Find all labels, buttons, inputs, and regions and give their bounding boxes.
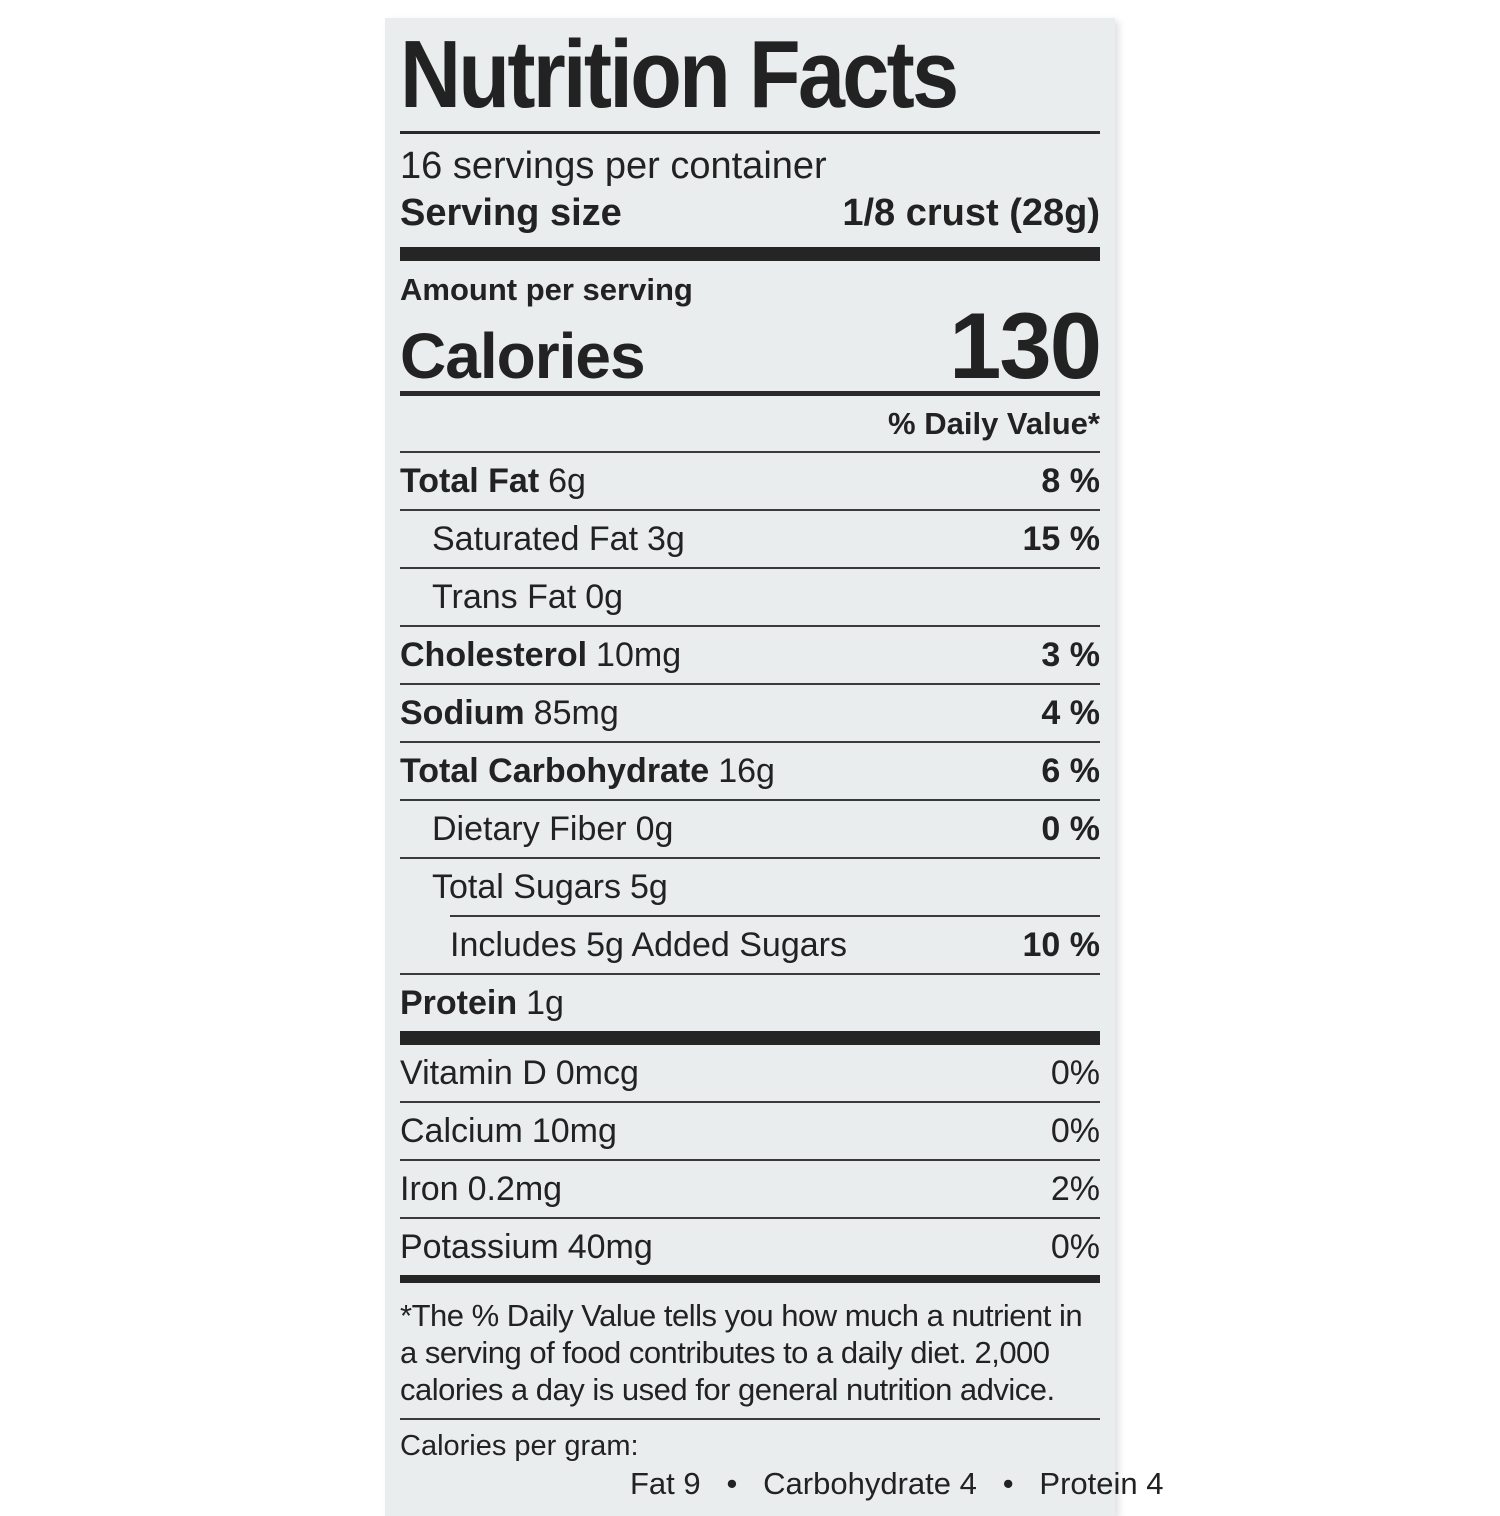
calories-per-gram-label: Calories per gram: [400, 1430, 639, 1462]
nutrient-amount: 10mg [596, 636, 682, 674]
vitamin-amount: 10mg [531, 1112, 617, 1150]
vitamin-amount: 0mcg [555, 1054, 639, 1092]
nutrient-name: Sodium [400, 694, 525, 732]
calories-divider [400, 391, 1100, 396]
vitamin-dv: 0% [1050, 1054, 1100, 1092]
thick-separator-top [400, 247, 1100, 261]
nutrient-row-protein: Protein 1g [400, 973, 1100, 1031]
vitamin-row-iron: Iron 0.2mg 2% [400, 1159, 1100, 1217]
thick-separator-vitamins [400, 1031, 1100, 1045]
nutrient-row-sodium: Sodium 85mg 4 % [400, 683, 1100, 741]
nutrient-dv: 4 % [1041, 694, 1100, 732]
calories-row: Calories 130 [400, 293, 1102, 398]
nutrient-name: Includes 5g Added Sugars [450, 926, 847, 964]
vitamin-dv: 2% [1050, 1170, 1100, 1208]
vitamin-row-vitamin-d: Vitamin D 0mcg 0% [400, 1045, 1100, 1101]
nutrient-name: Protein [400, 984, 518, 1022]
title-divider [400, 131, 1100, 134]
vitamin-dv: 0% [1050, 1228, 1100, 1266]
vitamin-amount: 0.2mg [467, 1170, 563, 1208]
nutrient-amount: 85mg [533, 694, 619, 732]
nutrient-row-total-carbohydrate: Total Carbohydrate 16g 6 % [400, 741, 1100, 799]
nutrient-row-total-fat: Total Fat 6g 8 % [400, 453, 1100, 509]
vitamin-name: Calcium [400, 1112, 523, 1150]
nutrient-name: Total Fat [400, 462, 540, 500]
nutrient-name: Cholesterol [400, 636, 588, 674]
nutrient-dv: 3 % [1041, 636, 1100, 674]
medium-separator-footnote [400, 1275, 1100, 1283]
nutrient-amount: 0g [585, 578, 624, 616]
nutrient-dv: 8 % [1041, 462, 1100, 500]
nutrient-amount: 3g [647, 520, 685, 558]
nutrient-name: Total Carbohydrate [400, 752, 710, 790]
nutrient-dv: 0 % [1041, 810, 1100, 848]
nutrient-name: Dietary Fiber [432, 810, 627, 848]
calories-per-gram-values: Fat 9 • Carbohydrate 4 • Protein 4 [630, 1466, 1164, 1501]
nutrient-amount: 6g [548, 462, 586, 500]
vitamin-row-potassium: Potassium 40mg 0% [400, 1217, 1100, 1275]
vitamin-amount: 40mg [567, 1228, 653, 1266]
nutrient-name: Saturated Fat [432, 520, 639, 558]
nutrient-name: Trans Fat [432, 578, 577, 616]
serving-size-label: Serving size [400, 192, 622, 234]
nutrient-row-added-sugars: Includes 5g Added Sugars 10 % [400, 917, 1100, 973]
nutrient-row-total-sugars: Total Sugars 5g [400, 857, 1100, 915]
vitamin-row-calcium: Calcium 10mg 0% [400, 1101, 1100, 1159]
serving-size-value: 1/8 crust (28g) [842, 192, 1100, 234]
vitamin-name: Iron [400, 1170, 459, 1208]
nutrient-row-saturated-fat: Saturated Fat 3g 15 % [400, 509, 1100, 567]
nutrient-amount: 5g [630, 868, 668, 906]
nutrient-name: Total Sugars [432, 868, 621, 906]
calories-value: 130 [949, 293, 1102, 398]
nutrient-dv: 10 % [1022, 926, 1101, 964]
servings-per-container: 16 servings per container [400, 145, 827, 187]
nutrient-amount: 0g [635, 810, 674, 848]
vitamin-name: Potassium [400, 1228, 559, 1266]
nutrient-row-cholesterol: Cholesterol 10mg 3 % [400, 625, 1100, 683]
nutrient-amount: 1g [526, 984, 564, 1022]
label-title: Nutrition Facts [400, 21, 959, 128]
daily-value-footnote: *The % Daily Value tells you how much a … [400, 1298, 1083, 1407]
serving-size-row: Serving size 1/8 crust (28g) [400, 189, 1100, 237]
added-sugars-divider [450, 915, 1100, 917]
daily-value-header: % Daily Value* [400, 396, 1100, 453]
footnote-divider [400, 1418, 1100, 1420]
nutrient-row-trans-fat: Trans Fat 0g [400, 567, 1100, 625]
nutrient-amount: 16g [718, 752, 775, 790]
amount-per-serving-label: Amount per serving [400, 272, 693, 307]
nutrient-dv: 15 % [1022, 520, 1101, 558]
calories-label: Calories [400, 320, 646, 392]
vitamin-dv: 0% [1050, 1112, 1100, 1150]
nutrient-row-dietary-fiber: Dietary Fiber 0g 0 % [400, 799, 1100, 857]
nutrient-dv: 6 % [1041, 752, 1100, 790]
nutrition-facts-label: Nutrition Facts 16 servings per containe… [385, 18, 1164, 1516]
vitamin-name: Vitamin D [400, 1054, 547, 1092]
